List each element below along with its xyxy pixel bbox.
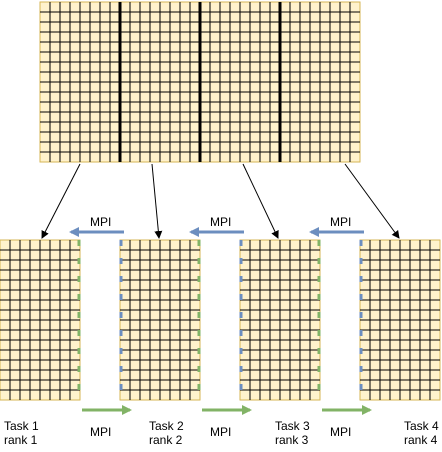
subdomains [0, 239, 441, 401]
decomposition-arrow-2 [151, 163, 163, 239]
mpi-top-label-2: MPI [210, 215, 231, 229]
subdomain-grid-3 [239, 239, 321, 401]
mpi-bottom-label-1: MPI [90, 425, 111, 439]
mpi-bottom-label-2: MPI [210, 425, 231, 439]
task-labels: Task 1 rank 1 Task 2 rank 2 Task 3 rank … [4, 419, 439, 447]
task-3-label: Task 3 [275, 419, 310, 433]
subdomain-grid-2 [119, 239, 201, 401]
task-4-label: Task 4 [404, 419, 439, 433]
subdomain-grid-1 [0, 239, 81, 401]
mpi-bottom-label-3: MPI [330, 425, 351, 439]
decomposition-arrows [41, 163, 400, 239]
global-grid [39, 1, 361, 163]
mpi-top-arrows: MPI MPI MPI [69, 215, 364, 237]
rank-4-label: rank 4 [404, 433, 438, 447]
mpi-top-label-1: MPI [90, 215, 111, 229]
mpi-top-label-3: MPI [330, 215, 351, 229]
subdomain-grid-4 [359, 239, 441, 401]
task-2-label: Task 2 [149, 419, 184, 433]
task-1-label: Task 1 [4, 419, 39, 433]
decomposition-arrow-4 [344, 163, 400, 239]
decomposition-arrow-1 [41, 163, 81, 239]
rank-1-label: rank 1 [4, 433, 38, 447]
rank-3-label: rank 3 [275, 433, 309, 447]
decomposition-arrow-3 [242, 163, 279, 239]
mpi-bottom-arrows: MPI MPI MPI [82, 405, 372, 439]
rank-2-label: rank 2 [149, 433, 183, 447]
